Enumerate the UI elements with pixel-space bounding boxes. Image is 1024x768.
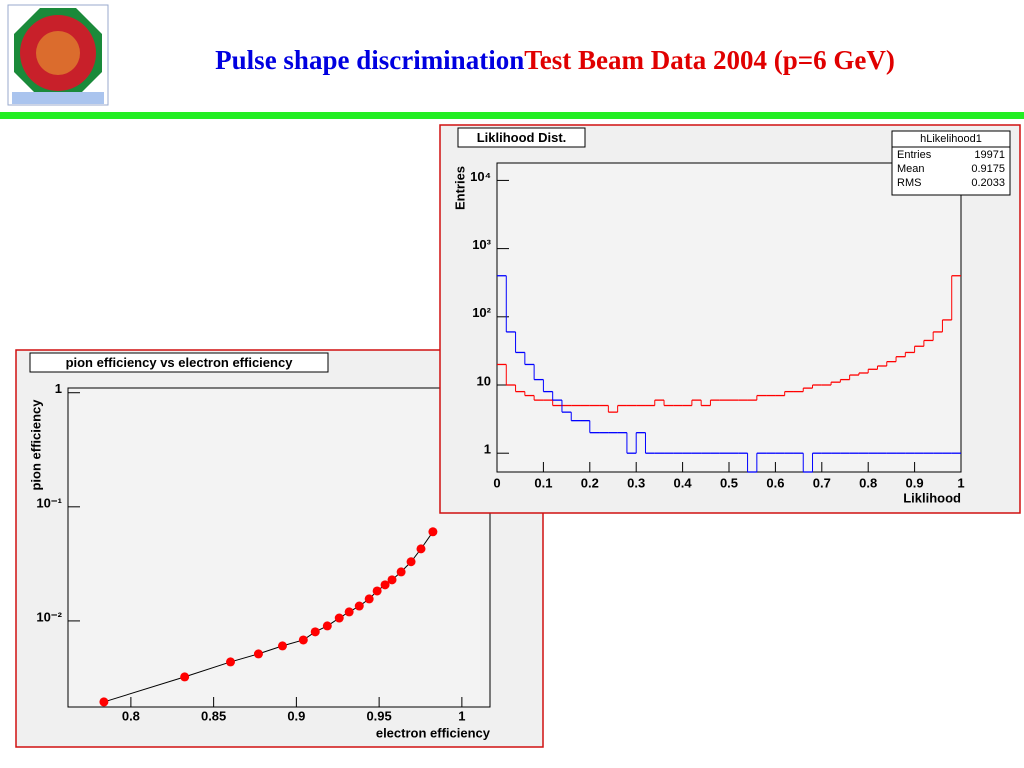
point (310, 627, 320, 637)
separator (0, 112, 1024, 119)
x-tick-label: 0.5 (720, 475, 738, 490)
point (354, 601, 364, 611)
point (428, 527, 438, 537)
logo-tracks (36, 31, 80, 75)
y-tick-label: 10² (472, 305, 491, 320)
point (406, 557, 416, 567)
y-tick-label: 1 (484, 442, 491, 457)
point (396, 567, 406, 577)
x-tick-label: 0.2 (581, 475, 599, 490)
x-tick-label: 0.7 (813, 475, 831, 490)
x-tick-label: 0.95 (366, 708, 391, 723)
plot-frame (496, 162, 962, 473)
stats-key: Mean (897, 163, 925, 175)
x-tick-label: 0.8 (859, 475, 877, 490)
point (253, 649, 263, 659)
x-tick-label: 0.6 (766, 475, 784, 490)
stats-title: hLikelihood1 (920, 133, 982, 145)
logo (7, 4, 109, 106)
point (344, 607, 354, 617)
title-box (457, 127, 586, 148)
point (277, 641, 287, 651)
y-tick-label: 10³ (472, 237, 491, 252)
y-axis-label: Entries (452, 166, 467, 210)
x-tick-label: 0.1 (534, 475, 552, 490)
x-axis-label: electron efficiency (376, 725, 491, 740)
point (322, 621, 332, 631)
x-tick-label: 1 (957, 475, 964, 490)
stats-key: RMS (897, 177, 921, 189)
title-box (29, 352, 329, 373)
y-tick-label: 10⁴ (470, 169, 491, 184)
point (364, 594, 374, 604)
x-tick-label: 0.9 (906, 475, 924, 490)
point (334, 613, 344, 623)
plot-frame (67, 387, 491, 708)
chart-title: Liklihood Dist. (477, 130, 567, 145)
x-tick-label: 0.8 (122, 708, 140, 723)
title-part: Test Beam Data 2004 (p=6 GeV) (524, 45, 895, 75)
point (380, 580, 390, 590)
point (387, 575, 397, 585)
logo-band (12, 92, 104, 104)
point (226, 657, 236, 667)
x-tick-label: 0 (493, 475, 500, 490)
chart-likelihood: Liklihood Dist. Entries Liklihood 0 0.1 0.2 0.… (439, 124, 1021, 514)
x-tick-label: 0.85 (201, 708, 226, 723)
chart-title: pion efficiency vs electron efficiency (66, 355, 294, 370)
y-tick-label: 10⁻¹ (36, 495, 62, 510)
slide-title: Pulse shape discriminationTest Beam Data… (215, 45, 895, 75)
y-tick-label: 10⁻² (36, 609, 62, 624)
point (372, 586, 382, 596)
x-tick-label: 0.3 (627, 475, 645, 490)
stats-value: 19971 (974, 149, 1005, 161)
title-part: Pulse shape discrimination (215, 45, 524, 75)
point (99, 697, 109, 707)
y-axis-label: pion efficiency (28, 399, 43, 491)
point (416, 544, 426, 554)
x-tick-label: 0.9 (287, 708, 305, 723)
y-tick-label: 1 (55, 381, 62, 396)
x-axis-label: Liklihood (903, 490, 961, 505)
x-tick-label: 1 (458, 708, 465, 723)
y-tick-label: 10 (477, 373, 491, 388)
stats-key: Entries (897, 149, 932, 161)
point (180, 672, 190, 682)
point (298, 635, 308, 645)
stats-value: 0.9175 (971, 163, 1005, 175)
x-tick-label: 0.4 (674, 475, 693, 490)
stats-box (891, 130, 1011, 196)
stats-value: 0.2033 (971, 177, 1005, 189)
